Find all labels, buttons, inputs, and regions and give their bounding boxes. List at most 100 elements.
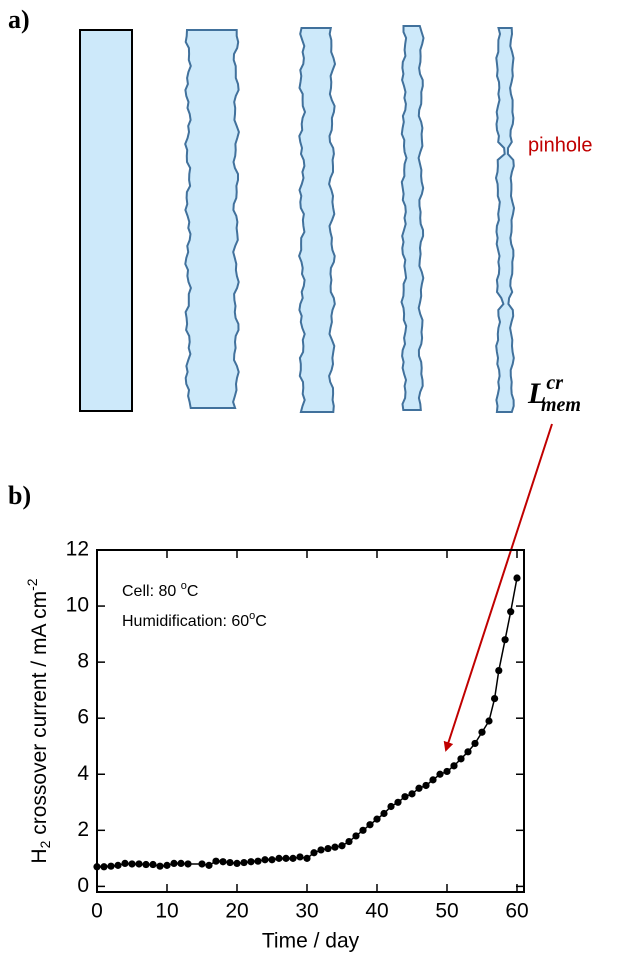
- data-point: [275, 854, 283, 862]
- data-point: [501, 636, 509, 644]
- y-tick-label: 6: [77, 706, 89, 729]
- data-point: [491, 694, 499, 703]
- data-point: [282, 854, 290, 862]
- data-point: [254, 857, 262, 865]
- x-tick-label: 30: [295, 900, 318, 923]
- data-point: [247, 858, 255, 866]
- symbol-base: L: [527, 377, 546, 410]
- data-point: [240, 858, 248, 867]
- data-point: [142, 860, 150, 869]
- annotation-text: Humidification: 60: [122, 613, 249, 630]
- data-point: [401, 793, 409, 801]
- data-point: [107, 862, 115, 870]
- y-tick-label: 0: [77, 874, 89, 897]
- y-tick-label: 8: [77, 650, 89, 673]
- data-point: [177, 859, 185, 868]
- annotation-sup: o: [249, 610, 255, 622]
- annotation-sup: o: [181, 580, 187, 592]
- data-point: [436, 770, 444, 778]
- pinhole-label: pinhole: [528, 134, 593, 156]
- y-axis-label-part: 2: [37, 840, 53, 848]
- data-point: [121, 859, 129, 868]
- x-tick-label: 10: [155, 900, 178, 923]
- data-point: [219, 858, 227, 866]
- data-point: [324, 844, 332, 853]
- data-point: [128, 860, 136, 868]
- data-point: [135, 860, 143, 868]
- y-axis-label: H2 crossover current / mA cm-2: [24, 578, 53, 863]
- data-point: [212, 857, 220, 865]
- y-tick-label: 10: [66, 594, 89, 617]
- panel-label: b): [8, 481, 31, 510]
- data-point: [352, 832, 360, 840]
- strip: [494, 27, 516, 413]
- data-point: [507, 608, 515, 616]
- data-point: [450, 762, 458, 770]
- symbol-sup: cr: [546, 372, 563, 394]
- data-point: [114, 861, 122, 869]
- data-point: [443, 767, 451, 776]
- annotation-text: C: [255, 613, 267, 630]
- data-point: [471, 739, 479, 748]
- data-point: [429, 776, 437, 784]
- y-tick-label: 2: [77, 818, 89, 841]
- annotation: Humidification: 60oC: [122, 610, 267, 630]
- x-tick-label: 50: [435, 900, 458, 923]
- y-tick-label: 12: [66, 538, 89, 561]
- data-point: [289, 854, 297, 862]
- y-axis-label-part: crossover current / mA cm: [28, 591, 51, 841]
- data-point: [303, 854, 311, 862]
- strip: [298, 27, 337, 413]
- data-point: [149, 860, 157, 869]
- data-point: [422, 781, 430, 790]
- data-point: [478, 728, 486, 736]
- data-point: [380, 809, 388, 818]
- data-point: [408, 790, 416, 798]
- strip: [184, 29, 240, 409]
- data-point: [310, 849, 318, 857]
- data-point: [100, 863, 108, 871]
- data-point: [464, 748, 472, 756]
- symbol-sub: mem: [541, 394, 581, 416]
- y-tick-label: 4: [77, 762, 89, 785]
- data-point: [495, 666, 503, 675]
- x-tick-label: 40: [365, 900, 388, 923]
- annotation-text: Cell: 80: [122, 583, 181, 600]
- data-point: [373, 815, 381, 823]
- y-axis-label-part: -2: [24, 578, 40, 591]
- data-point: [366, 821, 374, 829]
- data-point: [233, 859, 241, 868]
- data-point: [359, 826, 367, 834]
- data-point: [317, 846, 325, 854]
- data-point: [163, 861, 171, 869]
- strip: [79, 29, 133, 412]
- data-point: [394, 798, 402, 806]
- y-axis-label-part: H: [28, 848, 51, 863]
- membrane-strips: [79, 25, 516, 413]
- data-point: [415, 784, 423, 792]
- x-tick-label: 0: [91, 900, 103, 923]
- data-point: [170, 859, 178, 868]
- data-point: [296, 853, 304, 861]
- data-point: [205, 861, 213, 869]
- data-point: [485, 717, 493, 725]
- data-point: [261, 856, 269, 864]
- data-point: [345, 837, 353, 846]
- data-point: [331, 843, 339, 851]
- data-point: [513, 574, 521, 582]
- data-point: [93, 863, 101, 871]
- plot-frame: [96, 549, 525, 893]
- data-point: [268, 856, 276, 864]
- x-axis-label: Time / day: [262, 930, 360, 953]
- x-tick-label: 60: [505, 900, 528, 923]
- data-point: [387, 802, 395, 811]
- annotation: Cell: 80 oC: [122, 580, 198, 600]
- data-point: [156, 862, 164, 870]
- x-tick-label: 20: [225, 900, 248, 923]
- data-point: [184, 860, 192, 868]
- annotation-text: C: [187, 583, 199, 600]
- data-point: [338, 842, 346, 850]
